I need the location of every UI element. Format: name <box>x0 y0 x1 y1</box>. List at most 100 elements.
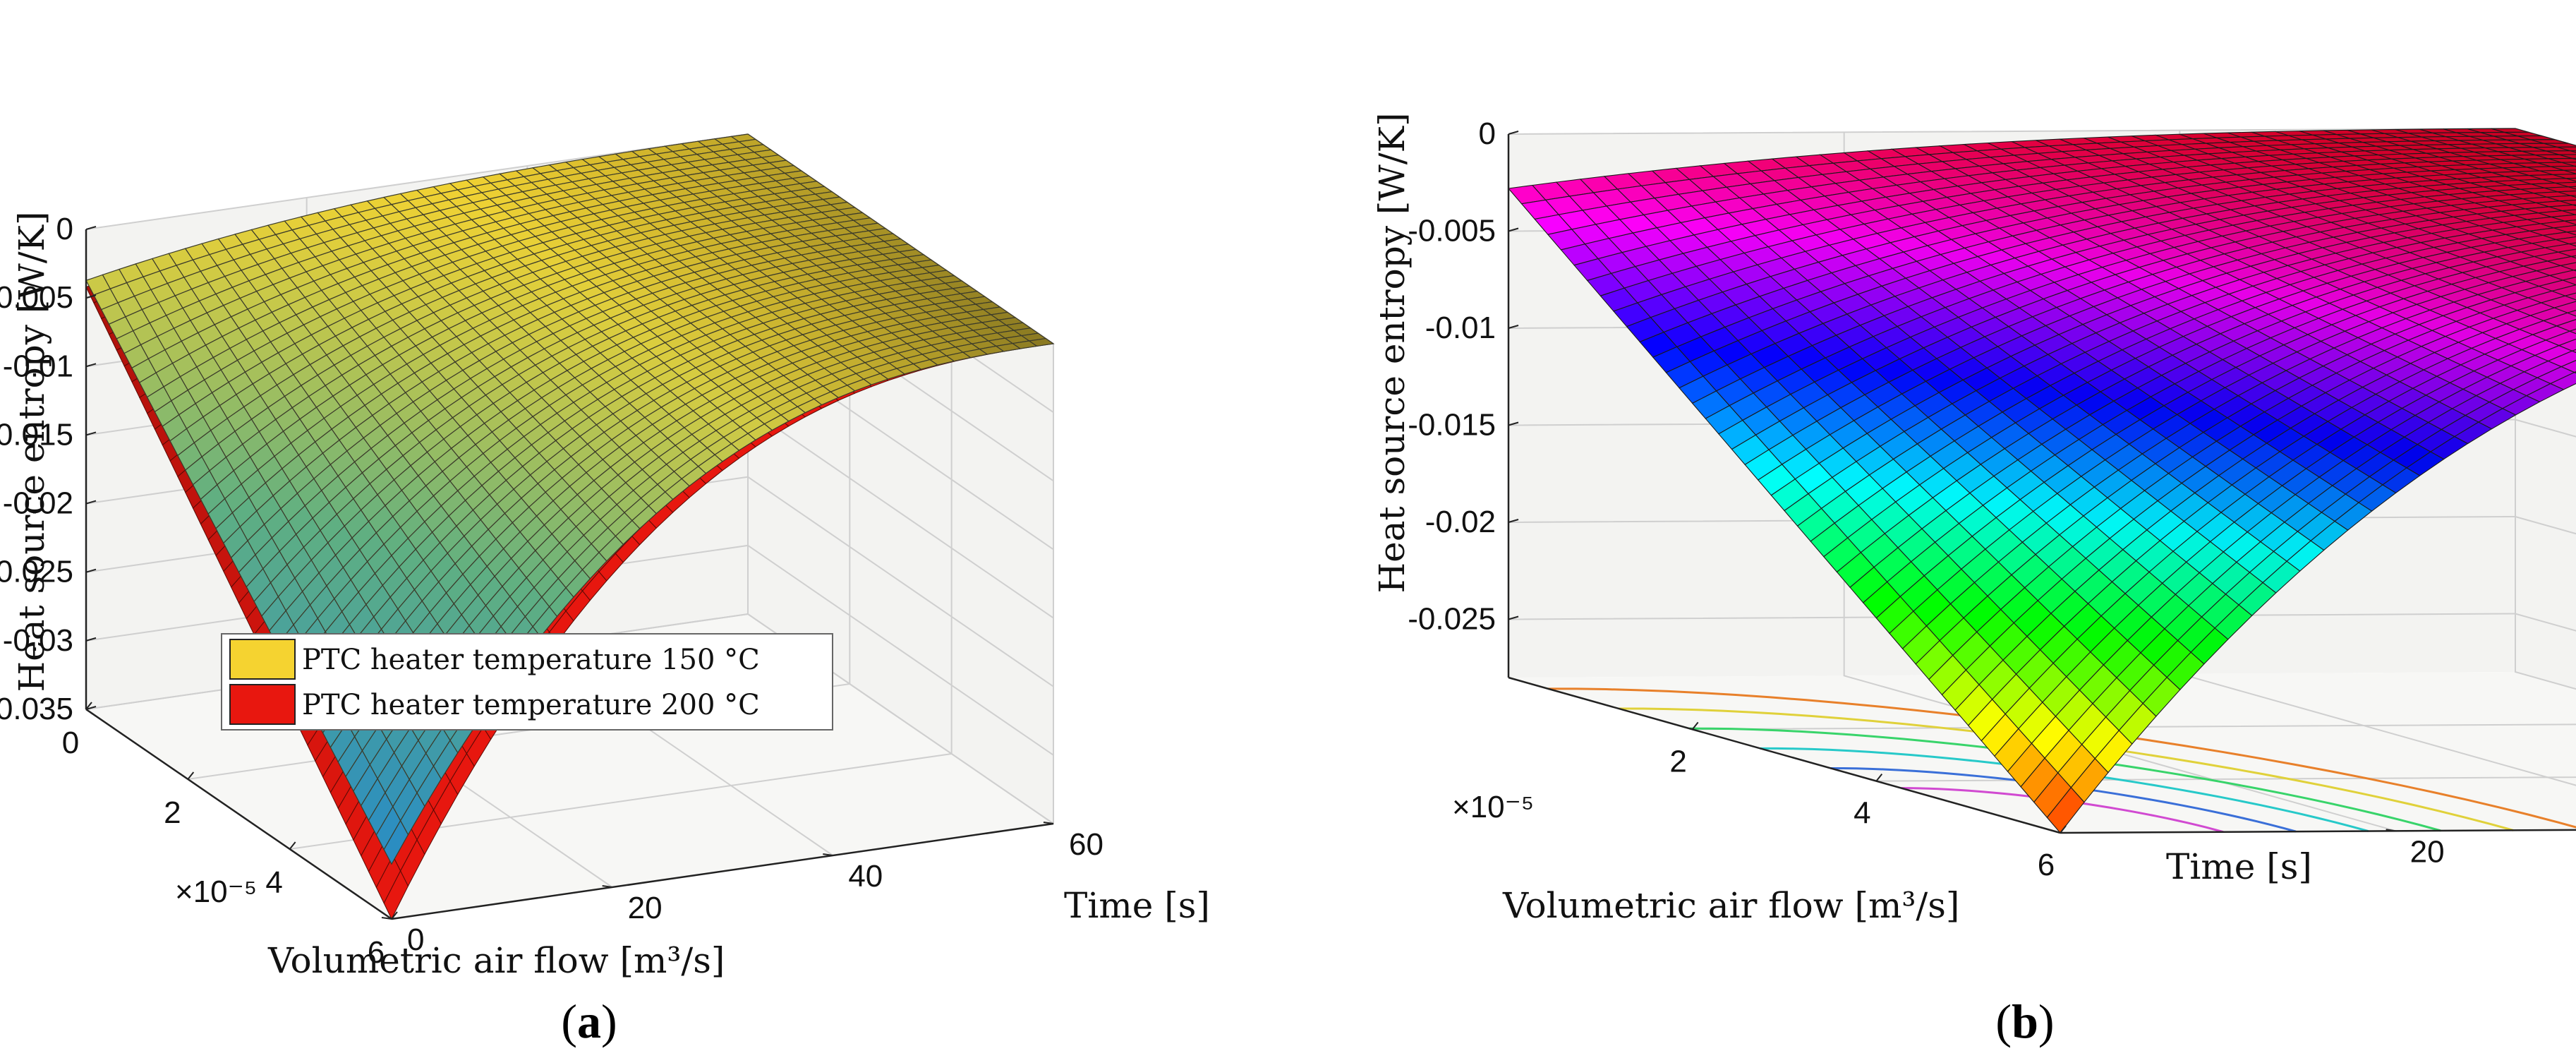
surface-cell <box>2548 157 2576 163</box>
surface-cell <box>2559 262 2576 271</box>
surface-cell <box>2572 269 2576 272</box>
x-tick-label: 6 <box>368 935 385 970</box>
surface-cell <box>2546 195 2576 202</box>
x-tick-label: 0 <box>62 726 79 760</box>
panel-a-x-ticks: 0 2 4 6 <box>62 702 398 970</box>
panel-a: 0-0.005-0.01-0.015-0.02-0.025-0.03-0.035… <box>0 133 1210 1048</box>
surface-cell <box>2548 270 2576 281</box>
surface-cell <box>2546 256 2576 266</box>
panel-a-z-ticks: 0-0.005-0.01-0.015-0.02-0.025-0.03-0.035 <box>0 212 97 726</box>
z-tick-mark <box>85 500 97 505</box>
y-tick-mark <box>602 885 612 888</box>
z-tick-mark <box>85 706 97 710</box>
surface-cell <box>2558 248 2576 258</box>
surface-cell <box>2572 204 2576 207</box>
surface-cell <box>2561 162 2576 167</box>
legend-label-200: PTC heater temperature 200 °C <box>302 689 760 721</box>
x-tick-mark <box>289 841 296 850</box>
y-axis-line <box>391 822 1054 920</box>
surface-cell <box>2571 255 2576 259</box>
surface-cell <box>2556 146 2576 152</box>
surface-cell <box>2555 181 2576 188</box>
surface-cell <box>2542 178 2576 184</box>
z-tick-label: -0.005 <box>0 280 73 315</box>
surface-cell <box>2568 186 2576 190</box>
surface-cell <box>2562 209 2576 215</box>
surface-150-cell <box>1028 337 1055 347</box>
panel-a-z-label: Heat source entropy [W/K] <box>11 212 52 692</box>
surface-cell <box>2542 312 2576 327</box>
z-tick-label: -0.03 <box>3 623 73 658</box>
x-tick-mark <box>85 702 92 710</box>
surface-cell <box>2569 242 2576 247</box>
surface-cell <box>2540 295 2576 308</box>
legend-swatch-200 <box>229 684 296 725</box>
panel-b: 0-0.005-0.01-0.015-0.02-0.025 246 204060… <box>1372 113 2576 1048</box>
y-tick-label: 60 <box>1069 827 1103 862</box>
surface-cell <box>2568 328 2576 335</box>
z-tick-mark <box>85 568 97 573</box>
surface-cell <box>2566 310 2576 317</box>
z-tick-mark <box>85 431 97 436</box>
z-tick-label: -0.035 <box>0 692 73 726</box>
surface-cell <box>2551 165 2576 171</box>
x-tick-label: 2 <box>164 795 181 830</box>
surface-cell <box>2537 279 2576 291</box>
surface-cell <box>2564 220 2576 225</box>
surface-cell <box>2544 186 2576 193</box>
z-tick-label: -0.015 <box>0 417 73 452</box>
surface-cell <box>2563 292 2576 301</box>
panel-a-x-label: Volumetric air flow [m³/s] <box>267 940 725 981</box>
surface-cell <box>2570 195 2576 198</box>
x-tick-label: 4 <box>265 865 282 900</box>
surface-cell <box>2544 330 2576 347</box>
surface-cell <box>2548 204 2576 212</box>
surface-cell <box>2553 224 2576 233</box>
surface-cell <box>2570 150 2576 153</box>
surface-cell <box>2566 177 2576 182</box>
z-tick-mark <box>85 637 97 642</box>
panel-a-axes <box>85 229 1054 920</box>
y-tick-mark <box>1043 822 1054 824</box>
panel-a-y-ticks: 0 20 40 60 <box>381 822 1103 957</box>
surface-cell <box>2556 319 2576 332</box>
panel-a-caption: (a) <box>561 994 617 1048</box>
z-tick-mark <box>85 226 97 230</box>
z-tick-label: -0.025 <box>0 555 73 589</box>
legend-label-150: PTC heater temperature 150 °C <box>302 644 760 676</box>
surface-cell <box>2557 190 2576 196</box>
panel-a-legend: PTC heater temperature 150 °C PTC heater… <box>221 633 833 731</box>
surface-cell <box>2563 169 2576 174</box>
surface-cell <box>2544 143 2576 148</box>
z-tick-mark <box>85 363 97 368</box>
panel-a-y-label: Time [s] <box>1064 885 1210 926</box>
panel-a-caption-letter: a <box>577 994 601 1048</box>
y-tick-label: 0 <box>407 922 424 957</box>
z-tick-mark <box>85 294 97 299</box>
z-tick-label: -0.02 <box>3 486 73 521</box>
surface-cell <box>2558 338 2576 351</box>
panel-a-x-exponent: ×10⁻⁵ <box>175 874 257 909</box>
surface-cell <box>2546 150 2576 155</box>
surface-cell <box>2553 174 2576 179</box>
y-tick-mark <box>823 853 833 856</box>
x-tick-mark <box>391 911 398 920</box>
surface-cell <box>2571 349 2576 354</box>
z-tick-label: 0 <box>56 212 73 246</box>
surface-cell <box>2547 350 2576 368</box>
surface-cell <box>2553 301 2576 313</box>
x-tick-mark <box>187 771 195 780</box>
legend-swatch-150 <box>229 639 296 680</box>
x-axis-line <box>85 708 392 920</box>
surface-cell <box>2561 277 2576 286</box>
y-tick-label: 40 <box>848 859 883 894</box>
y-tick-label: 20 <box>628 891 663 925</box>
surface-cell <box>2551 284 2576 296</box>
surface-cell <box>2556 236 2576 245</box>
surface-cell <box>2572 157 2576 160</box>
surface-cell <box>2545 243 2576 253</box>
surface-cell <box>2559 154 2576 159</box>
panel-a-surface-main <box>85 133 1055 865</box>
panel-b-surface <box>1507 128 2576 834</box>
